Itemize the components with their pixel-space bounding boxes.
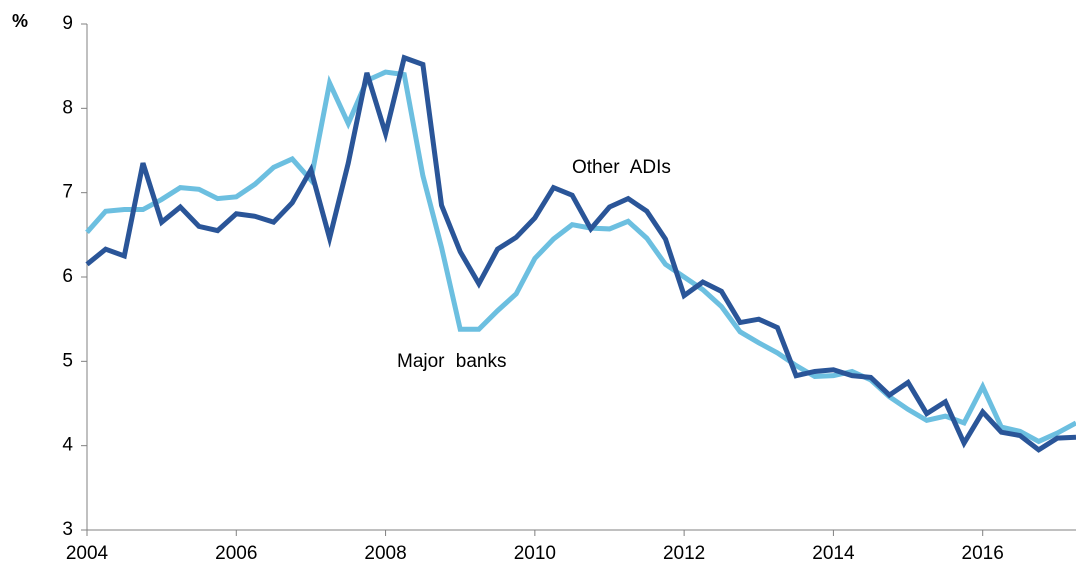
y-tick-label: 9 [62, 13, 73, 34]
y-tick-label: 7 [62, 182, 73, 203]
x-tick-label: 2014 [812, 543, 855, 564]
y-tick-label: 6 [62, 266, 73, 287]
x-tick-label: 2006 [215, 543, 257, 564]
y-tick-label: 3 [62, 519, 73, 540]
x-tick-label: 2016 [962, 543, 1004, 564]
series-label: Other ADIs [572, 157, 671, 178]
x-tick-label: 2012 [663, 543, 705, 564]
y-axis-label: % [12, 11, 28, 31]
series-line [85, 69, 1076, 445]
x-tick-label: 2010 [514, 543, 556, 564]
x-tick-label: 2004 [66, 543, 109, 564]
series-line [85, 54, 1076, 453]
y-tick-label: 8 [62, 97, 73, 118]
x-tick-label: 2008 [364, 543, 406, 564]
series-label: Major banks [397, 351, 507, 372]
y-tick-label: 5 [62, 350, 73, 371]
y-tick-label: 4 [62, 435, 73, 456]
